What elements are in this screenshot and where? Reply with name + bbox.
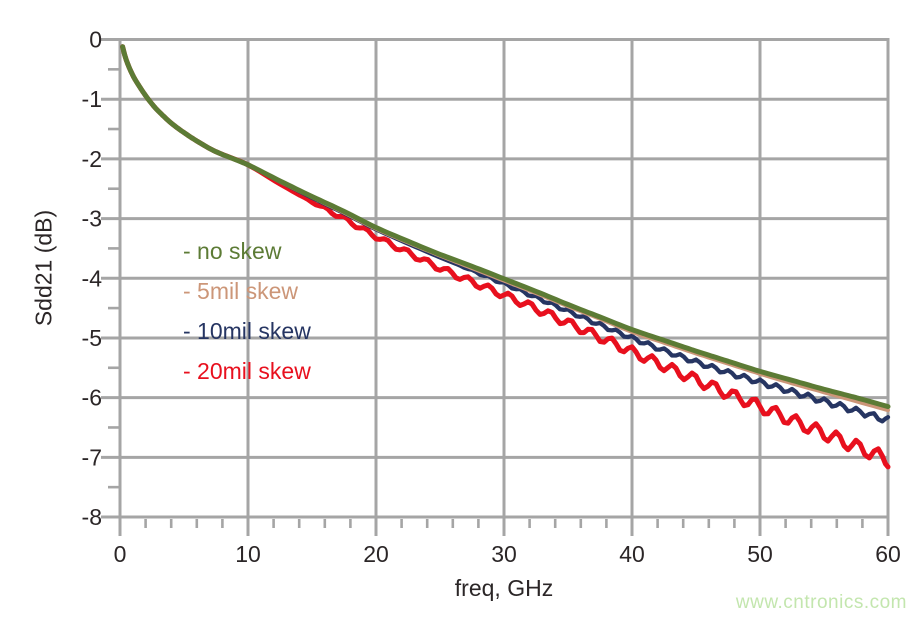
series-line-no-skew	[120, 44, 891, 410]
x-axis-title: freq, GHz	[454, 575, 554, 601]
x-tick-labels: 0 10 20 30 40 50 60	[114, 541, 901, 567]
x-minor-ticks	[144, 519, 864, 528]
series-lines	[120, 44, 891, 470]
y-axis-title: Sdd21 (dB)	[30, 209, 57, 327]
legend-item-5mil-skew: - 5mil skew	[183, 278, 299, 304]
legend-item-10mil-skew: - 10mil skew	[183, 318, 311, 344]
y-tick-label: 0	[89, 27, 102, 53]
y-tick-label: -6	[82, 385, 102, 411]
x-tick-label: 40	[619, 541, 645, 567]
x-tick-label: 30	[491, 541, 517, 567]
x-tick-label: 50	[747, 541, 773, 567]
chart-legend: - no skew - 5mil skew - 10mil skew - 20m…	[183, 231, 311, 391]
legend-item-no-skew: - no skew	[183, 238, 282, 264]
watermark: www.cntronics.com	[735, 592, 907, 613]
x-major-gridlines	[118, 38, 890, 536]
y-tick-label: -2	[82, 146, 102, 172]
legend-item-20mil-skew: - 20mil skew	[183, 358, 311, 384]
y-tick-label: -5	[82, 325, 102, 351]
y-tick-label: -7	[82, 444, 102, 470]
y-minor-ticks	[108, 68, 119, 489]
y-tick-label: -8	[82, 504, 102, 530]
x-tick-label: 60	[875, 541, 901, 567]
x-tick-label: 10	[235, 541, 261, 567]
y-tick-labels: 0 -1 -2 -3 -4 -5 -6 -7 -8	[82, 27, 103, 531]
y-tick-label: -1	[82, 86, 102, 112]
y-tick-label: -3	[82, 206, 102, 232]
x-tick-label: 0	[114, 541, 127, 567]
x-tick-label: 20	[363, 541, 389, 567]
y-tick-label: -4	[82, 265, 103, 291]
